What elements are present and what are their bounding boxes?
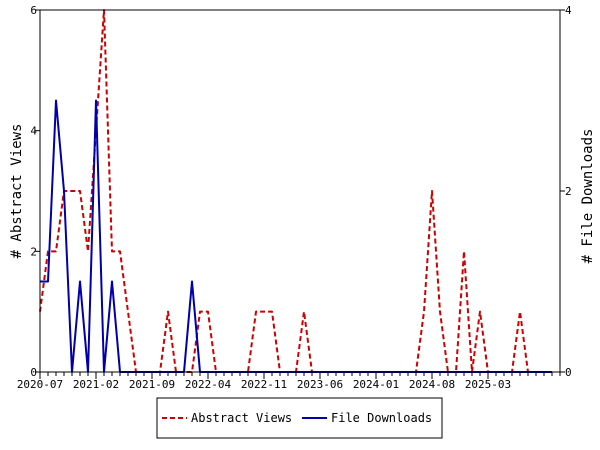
y-tick-label: 0 bbox=[30, 366, 37, 379]
tick-marks bbox=[35, 9, 565, 379]
x-tick-labels: 2020-07 2021-02 2021-09 2022-04 2022-11 2023-… bbox=[17, 378, 511, 391]
x-tick-label: 2024-01 bbox=[353, 378, 399, 391]
y-tick-label: 2 bbox=[30, 245, 37, 258]
legend: Abstract Views File Downloads bbox=[156, 397, 443, 439]
y-tick-labels: 0 2 4 6 bbox=[30, 4, 37, 379]
x-tick-label: 2021-09 bbox=[129, 378, 175, 391]
y2-tick-label: 2 bbox=[565, 185, 572, 198]
series-line-file-downloads bbox=[40, 99, 552, 373]
plot-frame bbox=[39, 9, 561, 373]
y2-tick-label: 4 bbox=[565, 4, 572, 17]
legend-label-abstract-views: Abstract Views bbox=[191, 411, 292, 425]
x-tick-label: 2022-11 bbox=[241, 378, 287, 391]
y2-tick-labels: 0 2 4 bbox=[565, 4, 572, 379]
x-tick-label: 2022-04 bbox=[185, 378, 232, 391]
x-tick-label: 2023-06 bbox=[297, 378, 343, 391]
y-tick-label: 6 bbox=[30, 4, 37, 17]
x-tick-label: 2025-03 bbox=[465, 378, 511, 391]
y-axis-title: # Abstract Views bbox=[9, 124, 25, 259]
y2-tick-label: 0 bbox=[565, 366, 572, 379]
series-line-abstract-views bbox=[39, 9, 552, 373]
x-tick-label: 2020-07 bbox=[17, 378, 63, 391]
legend-box bbox=[156, 397, 443, 439]
x-tick-label: 2021-02 bbox=[73, 378, 119, 391]
y2-axis-title: # File Downloads bbox=[580, 129, 596, 264]
legend-label-file-downloads: File Downloads bbox=[331, 411, 432, 425]
x-tick-label: 2024-08 bbox=[409, 378, 455, 391]
y-tick-label: 4 bbox=[30, 125, 37, 138]
series-lines bbox=[39, 9, 552, 373]
